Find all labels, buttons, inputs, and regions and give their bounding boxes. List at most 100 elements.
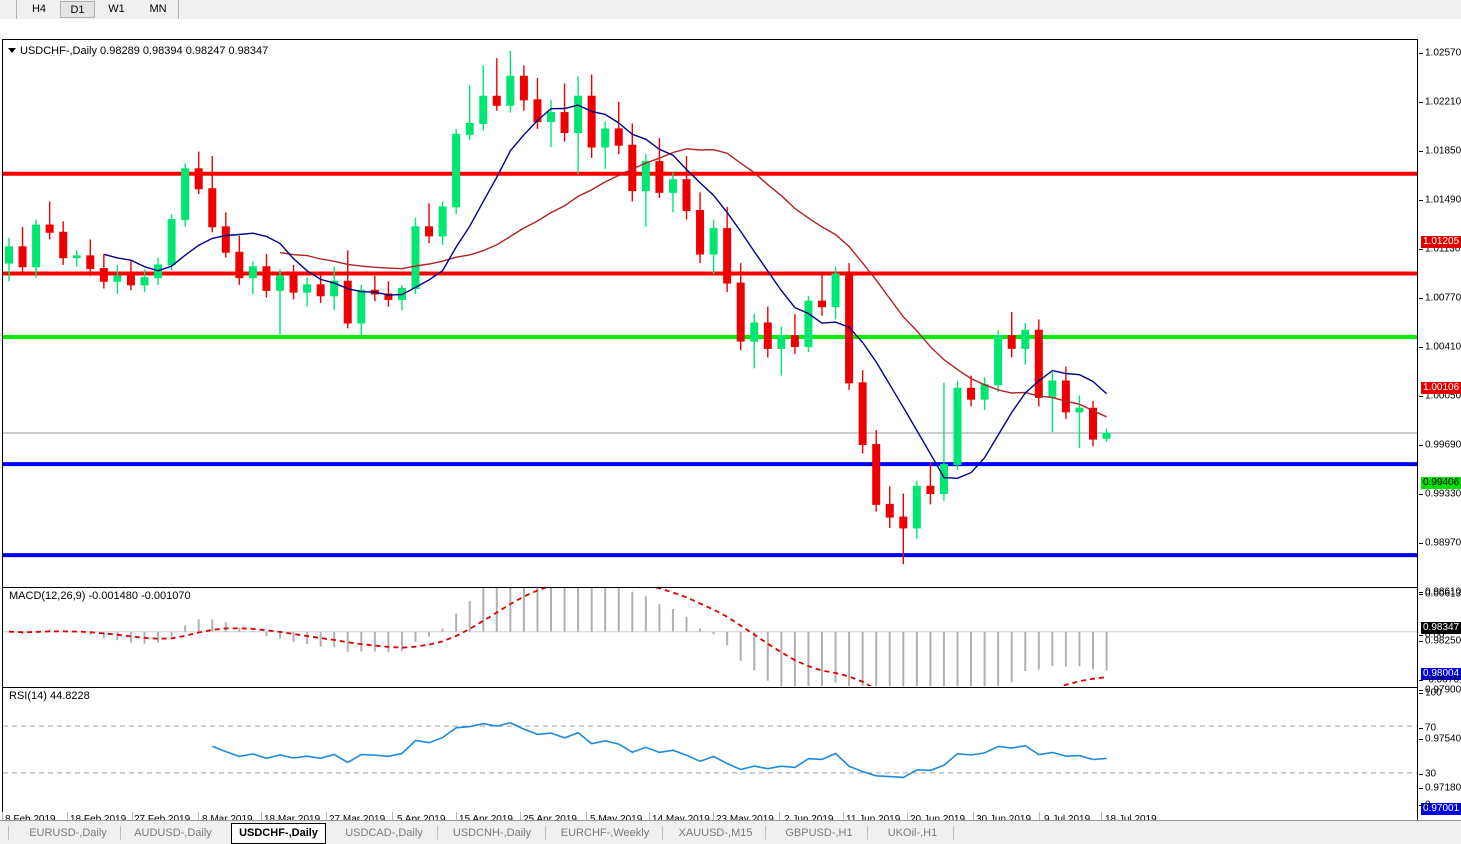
tab-separator <box>662 826 663 840</box>
candle <box>641 154 650 227</box>
date-label: 18 Feb 2019 <box>70 814 126 825</box>
date-label: 9 Jul 2019 <box>1044 814 1090 825</box>
rsi-pane[interactable]: RSI(14) 44.8228 <box>3 687 1417 812</box>
price-tick <box>1419 347 1423 348</box>
price-level-badge: 0.98004 <box>1421 668 1461 680</box>
candle <box>208 156 217 233</box>
price-tick-label: 1.01850 <box>1425 145 1461 157</box>
timeframe-button-mn[interactable]: MN <box>149 3 167 15</box>
toolbar-separator <box>178 0 179 19</box>
collapse-arrow-icon[interactable] <box>8 47 16 53</box>
macd-pane[interactable]: MACD(12,26,9) -0.001480 -0.001070 <box>3 587 1417 687</box>
price-tick-label: 0.97540 <box>1425 733 1461 745</box>
rsi-tick <box>1419 728 1423 729</box>
date-label: 8 Mar 2019 <box>202 814 253 825</box>
candle <box>953 381 962 470</box>
rsi-tick-label: 0 <box>1425 799 1431 811</box>
price-tick <box>1419 102 1423 103</box>
timeframe-button-w1[interactable]: W1 <box>108 3 125 15</box>
price-tick-label: 0.98250 <box>1425 635 1461 647</box>
rsi-tick-label: 30 <box>1425 768 1437 780</box>
candle <box>465 85 474 140</box>
chart-tab-audusd[interactable]: AUDUSD-,Daily <box>134 827 212 839</box>
tab-separator <box>867 826 868 840</box>
chart-tab-usdcad[interactable]: USDCAD-,Daily <box>345 827 423 839</box>
candle <box>574 76 583 175</box>
price-tick-label: 1.00770 <box>1425 292 1461 304</box>
candle <box>1061 366 1070 420</box>
candle <box>750 313 759 369</box>
price-level-badge: 0.98347 <box>1421 622 1461 634</box>
price-level-badge: 1.01205 <box>1421 236 1461 248</box>
macd-tick-label: -0.00761 <box>1425 674 1461 686</box>
price-tick-label: 0.99690 <box>1425 439 1461 451</box>
macd-tick-label: 0.00613 <box>1425 588 1461 600</box>
date-label: 27 Feb 2019 <box>134 814 190 825</box>
candle <box>303 277 312 307</box>
ma-slow-line <box>279 148 1107 418</box>
candle <box>32 219 41 278</box>
price-tick <box>1419 739 1423 740</box>
rsi-line <box>212 722 1107 779</box>
date-label: 15 Apr 2019 <box>459 814 513 825</box>
price-tick <box>1419 788 1423 789</box>
candle <box>425 203 434 244</box>
price-tick <box>1419 298 1423 299</box>
date-label: 27 Mar 2019 <box>329 814 385 825</box>
macd-tick <box>1419 680 1423 681</box>
candle <box>696 192 705 264</box>
candle <box>601 121 610 169</box>
candle <box>357 284 366 338</box>
chart-tab-eurchf[interactable]: EURCHF-,Weekly <box>560 827 650 839</box>
timeframe-button-h4[interactable]: H4 <box>31 3 47 15</box>
candle <box>113 264 122 294</box>
candle <box>126 261 135 291</box>
chart-tab-gbpusd[interactable]: GBPUSD-,H1 <box>785 827 853 839</box>
macd-signal-line <box>8 588 1107 686</box>
date-label: 20 Jun 2019 <box>910 814 965 825</box>
candle <box>682 156 691 220</box>
tab-separator <box>545 826 546 840</box>
rsi-tick-label: 70 <box>1425 722 1437 734</box>
candle <box>330 266 339 311</box>
candle <box>397 284 406 311</box>
chart-tab-xauusd[interactable]: XAUUSD-,M15 <box>678 827 753 839</box>
date-label: 25 Apr 2019 <box>523 814 577 825</box>
macd-tick <box>1419 594 1423 595</box>
candle <box>18 226 27 274</box>
chart-tab-eurusd[interactable]: EURUSD-,Daily <box>29 827 107 839</box>
macd-chart-svg <box>3 588 1417 686</box>
chart-tab-usdcnh[interactable]: USDCNH-,Daily <box>452 827 532 839</box>
candle <box>723 206 732 293</box>
candle <box>276 269 284 336</box>
candle <box>899 493 908 565</box>
chart-tab-usdchf[interactable]: USDCHF-,Daily <box>231 823 326 844</box>
rsi-chart-svg <box>3 722 1417 779</box>
price-scale[interactable]: 1.02570 1.02210 1.01850 1.01490 1.01130 1.007… <box>1419 39 1461 843</box>
candle <box>1021 322 1030 365</box>
chart-tab-ukoil[interactable]: UKOil-,H1 <box>887 827 938 839</box>
candle <box>872 430 881 512</box>
price-tick-label: 0.97180 <box>1425 782 1461 794</box>
price-tick-label: 0.97900 <box>1425 684 1461 696</box>
candle <box>790 313 799 354</box>
price-tick <box>1419 690 1423 691</box>
tab-separator <box>120 826 121 840</box>
candle <box>411 217 420 294</box>
symbol-ohlc-label: USDCHF-,Daily 0.98289 0.98394 0.98247 0.… <box>8 45 268 57</box>
date-label: 18 Mar 2019 <box>264 814 320 825</box>
candle <box>479 65 488 131</box>
candle <box>668 172 677 213</box>
timeframe-button-d1[interactable]: D1 <box>60 1 95 18</box>
candle <box>248 261 257 294</box>
price-level-badge: 1.00106 <box>1421 382 1461 394</box>
candle <box>804 295 813 352</box>
price-tick <box>1419 249 1423 250</box>
candle <box>99 254 108 289</box>
macd-tick-label: 0.00 <box>1425 629 1445 641</box>
price-tick <box>1419 445 1423 446</box>
price-pane[interactable] <box>3 40 1417 586</box>
chart-tab-bar[interactable]: EURUSD-,Daily AUDUSD-,Daily USDCHF-,Daily U… <box>0 820 1461 844</box>
chart-area: USDCHF-,Daily 0.98289 0.98394 0.98247 0.… <box>0 19 1461 843</box>
candle <box>235 235 244 285</box>
